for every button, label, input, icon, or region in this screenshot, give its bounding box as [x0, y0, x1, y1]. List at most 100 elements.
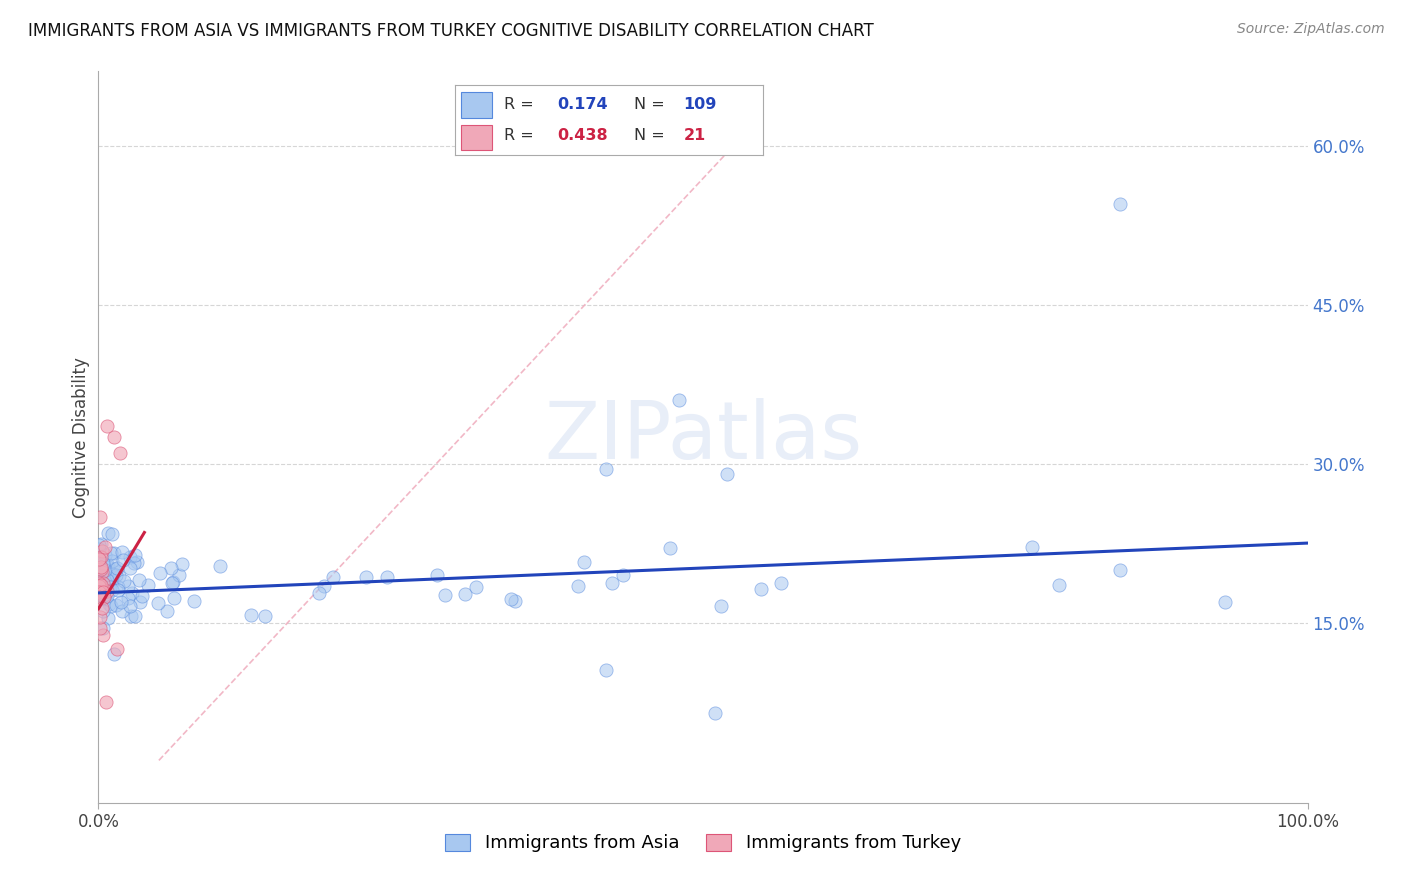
Point	[89, 575, 111, 590]
Point	[107, 560, 129, 574]
Point	[103, 574, 125, 588]
Point	[90, 537, 112, 551]
Point	[148, 566, 170, 580]
Point	[501, 592, 523, 607]
Point	[574, 555, 596, 569]
Point	[105, 598, 128, 612]
Point	[97, 560, 120, 574]
Point	[169, 567, 191, 582]
Point	[96, 558, 118, 572]
Point	[94, 695, 117, 709]
Point	[465, 580, 488, 594]
Point	[90, 581, 112, 595]
Point	[90, 565, 112, 579]
Point	[91, 621, 114, 635]
Y-axis label: Cognitive Disability: Cognitive Disability	[72, 357, 90, 517]
Point	[453, 587, 475, 601]
Point	[90, 549, 112, 564]
Point	[91, 556, 114, 570]
Point	[100, 545, 122, 559]
Point	[163, 591, 186, 606]
Point	[97, 525, 120, 540]
Point	[124, 549, 146, 563]
Point	[704, 706, 727, 720]
Point	[117, 579, 139, 593]
Point	[91, 575, 114, 590]
Point	[112, 552, 135, 566]
Point	[124, 608, 146, 623]
Point	[749, 582, 772, 596]
Point	[312, 579, 335, 593]
Point	[162, 574, 184, 589]
Point	[128, 594, 150, 608]
Point	[96, 419, 118, 434]
Point	[101, 566, 124, 581]
Point	[98, 597, 121, 611]
Point	[87, 587, 110, 601]
Point	[112, 574, 135, 588]
Point	[105, 568, 128, 582]
Point	[100, 599, 122, 614]
Point	[96, 584, 118, 599]
Point	[91, 604, 114, 618]
Point	[89, 572, 111, 586]
Point	[89, 541, 111, 556]
Point	[107, 582, 129, 597]
Point	[87, 538, 110, 552]
Point	[87, 579, 110, 593]
Point	[668, 392, 690, 407]
Point	[108, 568, 131, 582]
Point	[87, 575, 110, 590]
Point	[97, 571, 120, 585]
Point	[108, 446, 131, 460]
Point	[90, 577, 112, 591]
Point	[239, 608, 262, 623]
Point	[117, 591, 139, 606]
Point	[107, 580, 129, 594]
Point	[160, 575, 183, 590]
Point	[89, 557, 111, 571]
Text: Source: ZipAtlas.com: Source: ZipAtlas.com	[1237, 22, 1385, 37]
Point	[89, 584, 111, 599]
Point	[87, 591, 110, 605]
Point	[172, 557, 194, 571]
Point	[1109, 563, 1132, 577]
Text: IMMIGRANTS FROM ASIA VS IMMIGRANTS FROM TURKEY COGNITIVE DISABILITY CORRELATION : IMMIGRANTS FROM ASIA VS IMMIGRANTS FROM …	[28, 22, 875, 40]
Point	[89, 584, 111, 599]
Point	[103, 546, 125, 560]
Point	[90, 560, 112, 574]
Point	[503, 594, 526, 608]
Point	[710, 599, 733, 613]
Point	[97, 611, 120, 625]
Point	[90, 559, 112, 574]
Point	[96, 589, 118, 603]
Point	[101, 582, 124, 597]
Text: ZIPatlas: ZIPatlas	[544, 398, 862, 476]
Point	[93, 590, 115, 604]
Point	[89, 510, 111, 524]
Point	[434, 589, 457, 603]
Point	[96, 573, 118, 587]
Point	[1021, 540, 1043, 554]
Point	[111, 545, 134, 559]
Point	[118, 549, 141, 564]
Point	[104, 561, 127, 575]
Point	[89, 610, 111, 624]
Point	[101, 573, 124, 587]
Point	[595, 663, 617, 677]
Point	[138, 578, 160, 592]
Point	[91, 575, 114, 590]
Point	[769, 575, 792, 590]
Point	[91, 590, 114, 604]
Point	[1047, 578, 1070, 592]
Legend: Immigrants from Asia, Immigrants from Turkey: Immigrants from Asia, Immigrants from Tu…	[437, 826, 969, 860]
Point	[122, 557, 145, 571]
Point	[659, 541, 682, 555]
Point	[105, 642, 128, 657]
Point	[567, 579, 589, 593]
Point	[131, 589, 153, 603]
Point	[308, 586, 330, 600]
Point	[183, 594, 205, 608]
Point	[103, 430, 125, 444]
Point	[103, 648, 125, 662]
